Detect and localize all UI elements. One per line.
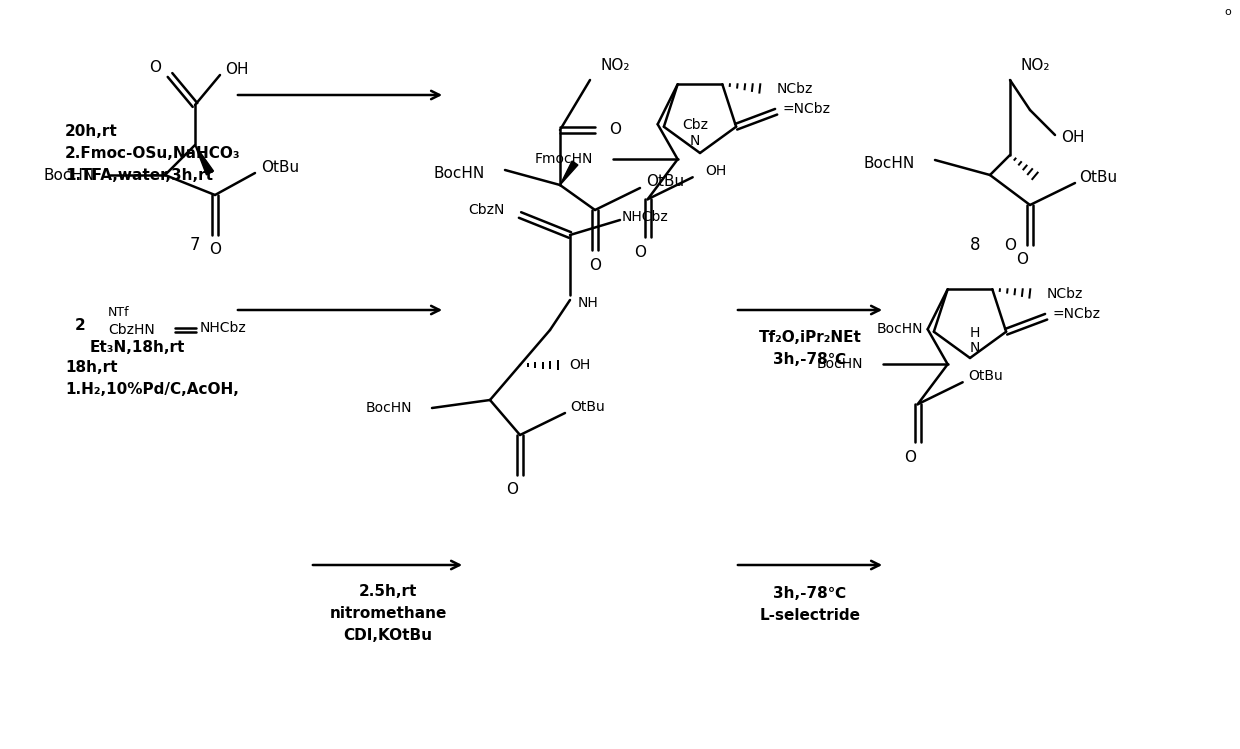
Text: O: O: [1004, 237, 1016, 252]
Text: NTf: NTf: [108, 306, 130, 318]
Text: Cbz: Cbz: [682, 118, 708, 132]
Text: OtBu: OtBu: [260, 160, 299, 175]
Text: OtBu: OtBu: [570, 400, 605, 414]
Text: 2: 2: [74, 318, 86, 333]
Polygon shape: [195, 145, 213, 175]
Text: O: O: [210, 243, 221, 258]
Text: =NCbz: =NCbz: [782, 102, 830, 116]
Text: O: O: [506, 482, 518, 497]
Text: NCbz: NCbz: [1047, 288, 1083, 301]
Text: NH: NH: [578, 296, 599, 310]
Text: OtBu: OtBu: [1079, 169, 1117, 184]
Text: NHCbz: NHCbz: [621, 210, 668, 224]
Text: CbzHN: CbzHN: [108, 323, 155, 337]
Text: CbzN: CbzN: [469, 203, 505, 217]
Text: NO₂: NO₂: [1021, 58, 1050, 73]
Text: OtBu: OtBu: [968, 369, 1003, 383]
Text: 2.5h,rt: 2.5h,rt: [358, 583, 417, 598]
Text: Tf₂O,iPr₂NEt: Tf₂O,iPr₂NEt: [759, 330, 862, 345]
Text: o: o: [1225, 7, 1231, 17]
Text: O: O: [149, 59, 161, 74]
Text: N: N: [970, 341, 980, 355]
Text: 3h,-78℃: 3h,-78℃: [774, 586, 847, 601]
Text: O: O: [609, 123, 621, 138]
Polygon shape: [560, 161, 578, 185]
Text: 7: 7: [190, 236, 200, 254]
Text: BocHN: BocHN: [877, 322, 923, 336]
Text: BocHN: BocHN: [434, 166, 485, 181]
Text: O: O: [589, 258, 601, 273]
Text: BocHN: BocHN: [43, 168, 95, 183]
Text: OH: OH: [1061, 130, 1085, 145]
Text: O: O: [634, 245, 646, 260]
Text: 2.Fmoc-OSu,NaHCO₃: 2.Fmoc-OSu,NaHCO₃: [64, 145, 241, 160]
Text: NHCbz: NHCbz: [200, 321, 247, 335]
Text: NO₂: NO₂: [600, 58, 630, 73]
Text: OH: OH: [569, 358, 590, 372]
Text: OH: OH: [226, 62, 249, 77]
Text: O: O: [1016, 252, 1028, 267]
Text: FmocHN: FmocHN: [534, 152, 593, 166]
Text: 1.TFA,water,3h,rt: 1.TFA,water,3h,rt: [64, 168, 213, 183]
Text: 3h,-78℃: 3h,-78℃: [774, 353, 847, 368]
Text: O: O: [904, 449, 915, 465]
Text: 20h,rt: 20h,rt: [64, 124, 118, 139]
Text: L-selectride: L-selectride: [759, 607, 861, 622]
Text: =NCbz: =NCbz: [1053, 307, 1100, 321]
Text: OtBu: OtBu: [646, 175, 684, 189]
Text: 1.H₂,10%Pd/C,AcOH,: 1.H₂,10%Pd/C,AcOH,: [64, 383, 239, 398]
Text: 18h,rt: 18h,rt: [64, 360, 118, 375]
Text: CDI,KOtBu: CDI,KOtBu: [343, 628, 433, 643]
Text: nitromethane: nitromethane: [330, 605, 446, 620]
Text: BocHN: BocHN: [366, 401, 412, 415]
Text: BocHN: BocHN: [864, 156, 915, 171]
Text: OH: OH: [706, 164, 727, 178]
Text: H: H: [970, 326, 980, 340]
Text: Et₃N,18h,rt: Et₃N,18h,rt: [91, 341, 185, 356]
Text: N: N: [689, 134, 701, 148]
Text: BocHN: BocHN: [816, 357, 863, 372]
Text: NCbz: NCbz: [776, 82, 812, 97]
Text: 8: 8: [970, 236, 981, 254]
